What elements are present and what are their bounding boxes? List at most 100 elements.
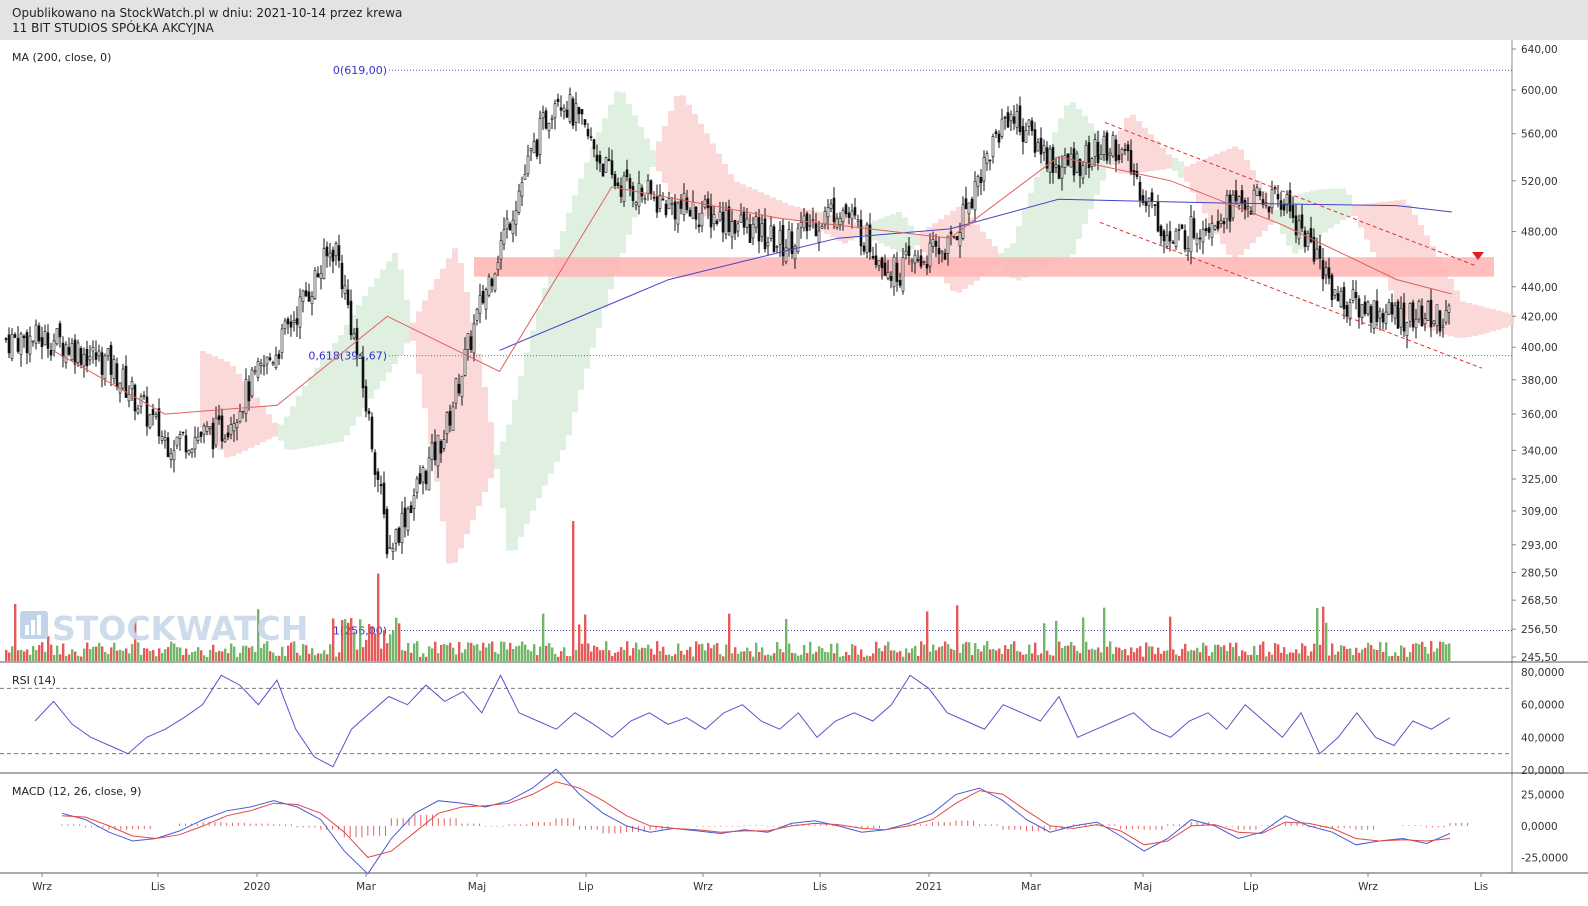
candle-body <box>1195 237 1199 245</box>
volume-bar <box>572 521 575 661</box>
instrument-name: 11 BIT STUDIOS SPÓŁKA AKCYJNA <box>12 21 214 35</box>
candle-body <box>1396 301 1400 329</box>
cloud-segment <box>992 246 998 268</box>
volume-bar <box>290 642 293 661</box>
volume-bar <box>722 656 725 661</box>
candle-body <box>724 209 728 235</box>
candle-body <box>1177 229 1181 231</box>
cloud-segment <box>1382 201 1388 278</box>
candle-body <box>1120 148 1124 155</box>
candle-body <box>697 224 701 228</box>
volume-bar <box>644 647 647 661</box>
volume-bar <box>1196 647 1199 661</box>
cloud-segment <box>368 286 374 399</box>
price-panel-title: MA (200, close, 0) <box>12 51 111 64</box>
volume-bar <box>1235 642 1238 661</box>
volume-bar <box>824 651 827 661</box>
time-tick-label: Mar <box>1021 881 1041 893</box>
candle-body <box>1441 325 1445 328</box>
volume-bar <box>566 656 569 661</box>
volume-bar <box>734 647 737 661</box>
volume-bar <box>356 649 359 661</box>
volume-bar <box>521 641 524 661</box>
candle-body <box>889 275 893 281</box>
candle-body <box>925 263 929 269</box>
candle-body <box>847 212 851 218</box>
candle-body <box>1168 231 1172 242</box>
volume-bar <box>1346 648 1349 661</box>
cloud-segment <box>1508 313 1514 326</box>
cloud-segment <box>1208 156 1214 224</box>
volume-bar <box>557 656 560 661</box>
candle-body <box>1150 192 1154 203</box>
candle-body <box>1069 153 1073 168</box>
volume-bar <box>410 652 413 661</box>
volume-bar <box>425 656 428 661</box>
cloud-segment <box>380 269 386 382</box>
cloud-segment <box>578 178 584 390</box>
cloud-segment <box>842 217 848 244</box>
volume-bar <box>233 646 236 661</box>
candle-body <box>472 323 476 354</box>
volume-bar <box>455 654 458 661</box>
cloud-segment <box>428 289 434 444</box>
volume-bar <box>758 652 761 661</box>
volume-bar <box>119 649 122 661</box>
candle-body <box>853 207 857 216</box>
cloud-segment <box>956 206 962 293</box>
volume-bar <box>1199 652 1202 661</box>
candle-body <box>988 159 992 162</box>
candle-body <box>1093 139 1097 157</box>
rsi-line <box>34 674 1451 768</box>
cloud-segment <box>656 141 662 172</box>
cloud-segment <box>1214 153 1220 235</box>
candle-body <box>973 181 977 211</box>
volume-bar <box>692 656 695 661</box>
cloud-segment <box>662 126 668 183</box>
volume-bar <box>224 648 227 661</box>
volume-bar <box>878 648 881 661</box>
cloud-segment <box>902 217 908 254</box>
volume-bar <box>944 641 947 661</box>
volume-bar <box>14 603 17 661</box>
candle-body <box>61 342 65 357</box>
volume-bar <box>902 656 905 661</box>
volume-bar <box>896 652 899 661</box>
volume-bar <box>1367 642 1370 661</box>
candle-body <box>1102 135 1106 155</box>
cloud-segment <box>1016 225 1022 281</box>
candle-body <box>457 383 461 394</box>
volume-bar <box>998 648 1001 661</box>
candle-body <box>763 218 767 250</box>
candle-body <box>1003 116 1007 119</box>
cloud-segment <box>302 386 308 448</box>
volume-bar <box>608 650 611 661</box>
volume-bar <box>1349 648 1352 661</box>
cloud-segment <box>872 220 878 241</box>
cloud-segment <box>230 365 236 457</box>
candle-body <box>433 441 437 461</box>
volume-bar <box>491 641 494 661</box>
candle-body <box>898 280 902 286</box>
candle-body <box>883 262 887 276</box>
volume-bar <box>827 652 830 661</box>
volume-bar <box>1406 656 1409 661</box>
candle-body <box>352 333 356 339</box>
volume-bar <box>8 652 11 661</box>
cloud-segment <box>710 143 716 219</box>
volume-bar <box>152 649 155 661</box>
volume-bar <box>1355 647 1358 661</box>
candle-body <box>397 527 401 543</box>
candle-body <box>1018 105 1022 132</box>
cloud-segment <box>650 150 656 167</box>
cloud-segment <box>446 258 452 564</box>
volume-bar <box>395 617 398 661</box>
candle-body <box>547 123 551 132</box>
volume-bar <box>728 613 731 661</box>
cloud-segment <box>362 295 368 408</box>
candle-body <box>1402 302 1406 332</box>
cloud-segment <box>680 95 686 207</box>
volume-bar <box>1016 650 1019 661</box>
cloud-segment <box>632 115 638 218</box>
candle-body <box>538 118 542 155</box>
